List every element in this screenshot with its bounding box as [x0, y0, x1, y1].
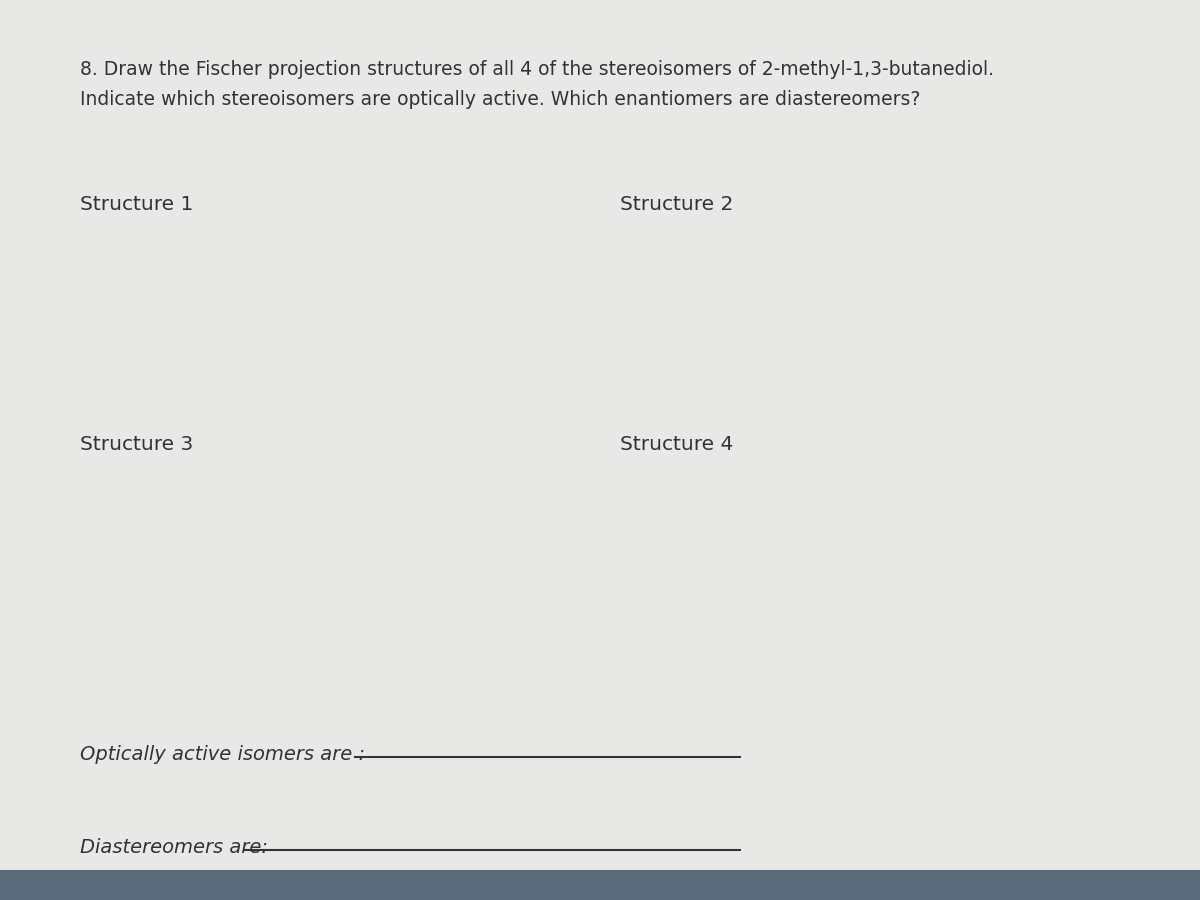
Text: Structure 2: Structure 2: [620, 195, 733, 214]
Text: Indicate which stereoisomers are optically active. Which enantiomers are diaster: Indicate which stereoisomers are optical…: [80, 90, 920, 109]
Text: Structure 1: Structure 1: [80, 195, 193, 214]
Text: 8. Draw the Fischer projection structures of all 4 of the stereoisomers of 2-met: 8. Draw the Fischer projection structure…: [80, 60, 994, 79]
Text: Optically active isomers are :: Optically active isomers are :: [80, 745, 365, 764]
Text: Diastereomers are:: Diastereomers are:: [80, 838, 268, 857]
Text: Structure 4: Structure 4: [620, 435, 733, 454]
Text: Structure 3: Structure 3: [80, 435, 193, 454]
Bar: [0, 870, 1200, 900]
